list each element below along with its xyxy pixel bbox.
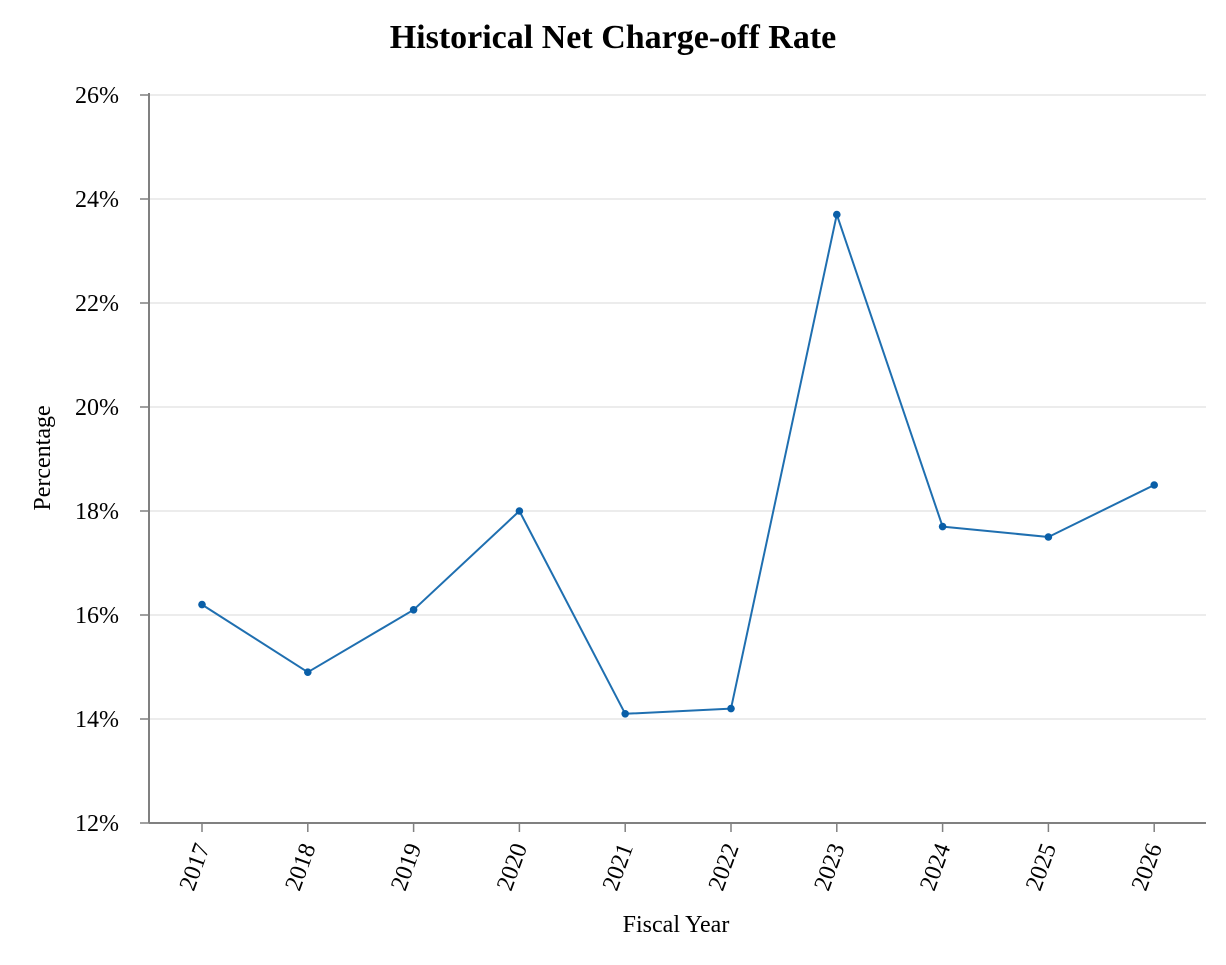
x-tick-label: 2017 [175, 840, 216, 894]
y-tick-label: 12% [75, 811, 119, 837]
x-tick-label: 2026 [1127, 840, 1168, 894]
data-point [515, 507, 524, 515]
data-point [304, 668, 312, 676]
y-tick-label: 22% [75, 291, 119, 317]
x-tick-label: 2024 [915, 840, 956, 894]
chart-title: Historical Net Charge-off Rate [390, 19, 837, 56]
y-tick-label: 16% [75, 603, 119, 629]
x-tick-label: 2019 [386, 840, 427, 894]
axes [148, 93, 1206, 824]
x-axis-label: Fiscal Year [623, 912, 730, 938]
x-axis-ticks: 2017 2018 2019 2020 2021 2022 2023 2024 2025 2026 [175, 823, 1168, 894]
x-tick-label: 2025 [1021, 840, 1062, 894]
data-point [621, 710, 629, 718]
data-point [727, 704, 735, 713]
data-point [938, 522, 947, 531]
y-axis-label: Percentage [30, 405, 56, 510]
x-tick-label: 2021 [598, 840, 639, 894]
data-point [833, 210, 841, 219]
y-tick-label: 18% [75, 499, 119, 525]
data-point [198, 600, 206, 609]
y-tick-label: 26% [75, 83, 119, 109]
data-point [409, 606, 418, 614]
x-tick-label: 2020 [492, 840, 533, 894]
x-tick-label: 2023 [810, 840, 851, 894]
y-tick-label: 20% [75, 395, 119, 421]
x-tick-label: 2022 [704, 840, 745, 894]
y-axis-ticks: 12% 14% 16% 18% 20% 22% 24% 26% [75, 83, 149, 837]
y-tick-label: 14% [75, 707, 119, 733]
gridlines [149, 94, 1206, 720]
data-point [1044, 533, 1053, 541]
x-tick-label: 2018 [281, 840, 322, 894]
series-layer [198, 210, 1158, 718]
series-line [201, 213, 1155, 715]
data-point [1150, 481, 1158, 489]
y-tick-label: 24% [75, 187, 119, 213]
